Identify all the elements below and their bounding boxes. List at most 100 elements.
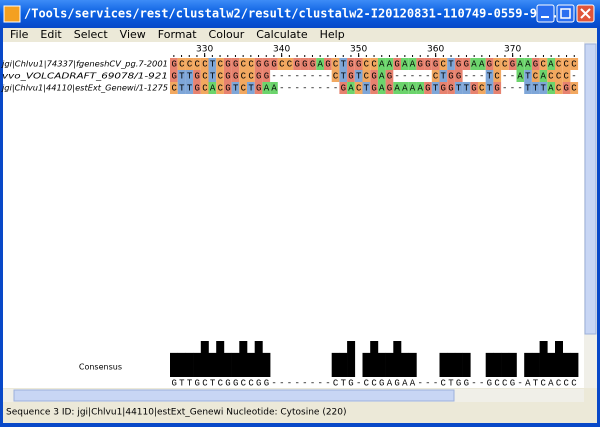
residue-cell	[478, 82, 486, 94]
residue-cell	[277, 58, 286, 70]
residue-cell	[493, 70, 502, 82]
residue-cell	[531, 70, 540, 82]
consensus-label: Consensus	[79, 363, 122, 372]
consensus-bar	[193, 352, 202, 377]
residue-cell	[516, 58, 525, 70]
residue-cell	[562, 70, 571, 82]
residue-cell	[262, 70, 271, 82]
consensus-bar	[254, 341, 263, 377]
consensus-bar	[223, 352, 232, 377]
residue-cell	[501, 58, 509, 70]
residue-cell	[308, 58, 317, 70]
sequence-residues: GTTGCTCGGCCGG--------CTGTCGAG-----CTGG--…	[172, 71, 577, 81]
residue-cell	[262, 82, 271, 94]
residue-cell	[170, 58, 178, 70]
menu-item[interactable]: Calculate	[256, 28, 308, 41]
menu-item[interactable]: Select	[74, 28, 109, 41]
residue-cell	[485, 58, 494, 70]
residue-cell	[339, 70, 348, 82]
consensus-bar	[347, 341, 356, 377]
residue-cell	[354, 58, 363, 70]
menu-item[interactable]: Help	[320, 28, 345, 41]
residue-cell	[408, 58, 417, 70]
consensus-bar	[247, 352, 255, 377]
consensus-bar	[216, 341, 225, 377]
residue-cell	[485, 70, 494, 82]
residue-cell	[385, 82, 394, 94]
consensus-bar	[485, 352, 494, 377]
consensus-bar	[377, 352, 386, 377]
consensus-bar	[408, 352, 417, 377]
consensus-bar	[447, 352, 456, 377]
residue-cell	[216, 82, 224, 94]
residue-cell	[547, 82, 555, 94]
residue-cell	[401, 58, 409, 70]
residue-cell	[462, 58, 471, 70]
residue-cell	[254, 82, 263, 94]
residue-cell	[562, 82, 571, 94]
sequence-name: jgi|Chlvu1|74337|fgeneshCV_pg.7-2001	[1, 60, 168, 69]
residue-cell	[354, 70, 363, 82]
residue-cell	[223, 58, 232, 70]
residue-cell	[547, 58, 555, 70]
residue-cell	[470, 58, 478, 70]
consensus-bar	[401, 352, 409, 377]
residue-cell	[524, 58, 532, 70]
residue-cell	[331, 70, 340, 82]
residue-cell	[454, 70, 463, 82]
residue-cell	[185, 58, 194, 70]
alignment-panel	[3, 42, 584, 388]
consensus-bar	[208, 352, 217, 377]
consensus-bar	[177, 352, 186, 377]
residue-cell	[193, 82, 201, 94]
sequence-name: jgi|Chlvu1|44110|estExt_Genewi/1-1275	[1, 84, 168, 93]
residue-cell	[393, 82, 401, 94]
maximize-button[interactable]	[556, 4, 575, 23]
residue-cell	[200, 70, 209, 82]
residue-cell	[447, 82, 455, 94]
residue-cell	[247, 70, 255, 82]
residue-cell	[524, 82, 532, 94]
app-icon	[3, 5, 21, 23]
residue-cell	[331, 58, 340, 70]
consensus-sequence: GTTGCTCGGCCGG--------CTG-CCGAGAA---CTGG-…	[172, 378, 578, 388]
residue-cell	[239, 58, 247, 70]
residue-cell	[324, 58, 332, 70]
residue-cell	[555, 58, 563, 70]
residue-cell	[531, 82, 540, 94]
sequence-name: vvo_VOLCADRAFT_69078/1-921	[2, 72, 168, 81]
residue-cell	[370, 70, 378, 82]
residue-cell	[254, 58, 263, 70]
residue-cell	[454, 58, 463, 70]
consensus-bar	[501, 352, 510, 377]
residue-cell	[424, 82, 432, 94]
menu-item[interactable]: Colour	[209, 28, 245, 41]
residue-cell	[508, 58, 517, 70]
residue-cell	[193, 70, 201, 82]
residue-cell	[539, 82, 548, 94]
residue-cell	[177, 58, 186, 70]
consensus-bar	[370, 341, 379, 377]
residue-cell	[208, 82, 217, 94]
residue-cell	[493, 82, 502, 94]
consensus-bar	[531, 352, 540, 377]
consensus-bar	[555, 341, 563, 377]
consensus-bar	[393, 341, 402, 377]
menu-item[interactable]: Edit	[40, 28, 62, 41]
menu-item[interactable]: Format	[158, 28, 197, 41]
residue-cell	[339, 82, 348, 94]
residue-cell	[354, 82, 363, 94]
residue-cell	[516, 70, 525, 82]
residue-cell	[524, 70, 532, 82]
residue-cell	[362, 58, 371, 70]
residue-cell	[231, 82, 240, 94]
residue-cell	[370, 58, 378, 70]
residue-cell	[377, 82, 386, 94]
menu-item[interactable]: View	[120, 28, 146, 41]
menu-item[interactable]: File	[10, 28, 29, 41]
consensus-bar	[385, 352, 394, 377]
scroll-thumb[interactable]	[13, 389, 455, 402]
scroll-thumb[interactable]	[584, 43, 597, 335]
minimize-button[interactable]	[536, 4, 555, 23]
residue-cell	[208, 70, 217, 82]
